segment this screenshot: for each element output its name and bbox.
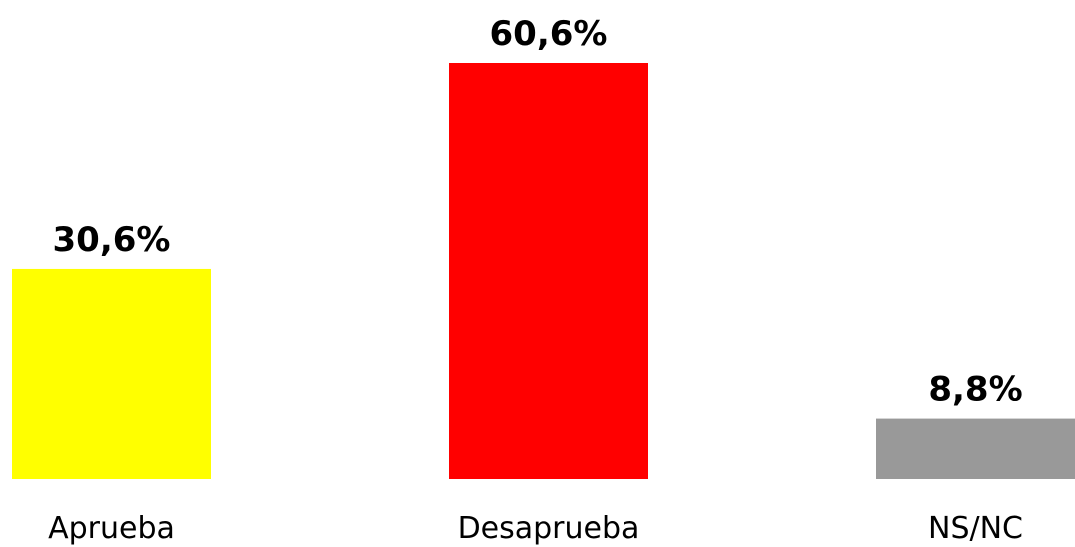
value-label-1: 30,6% bbox=[53, 220, 171, 260]
category-label-2: Desaprueba bbox=[458, 511, 640, 546]
bar-3 bbox=[876, 418, 1075, 479]
bar-2 bbox=[449, 63, 648, 479]
value-label-2: 60,6% bbox=[490, 14, 608, 54]
bar-1 bbox=[12, 268, 211, 479]
value-label-3: 8,8% bbox=[928, 370, 1022, 410]
category-labels-group: Aprueba Desaprueba NS/NC bbox=[48, 511, 1023, 546]
category-label-1: Aprueba bbox=[48, 511, 175, 546]
category-label-3: NS/NC bbox=[928, 511, 1023, 546]
bars-group bbox=[12, 63, 1075, 479]
value-labels-group: 30,6% 60,6% 8,8% bbox=[53, 14, 1023, 410]
